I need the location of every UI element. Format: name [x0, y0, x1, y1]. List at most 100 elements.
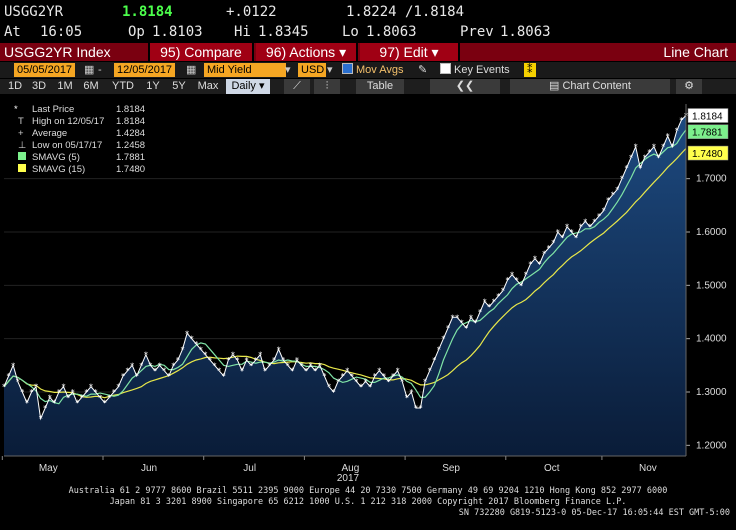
x-axis: May Jun Jul Aug Sep Oct Nov: [1, 455, 686, 474]
price-point: *: [276, 345, 281, 354]
function-toolbar: USGG2YR Index 95) Compare 96) Actions ▾ …: [0, 43, 736, 61]
chevron-down-icon: ▾: [431, 44, 439, 60]
period-1m[interactable]: 1M: [57, 80, 73, 92]
price-point: *: [15, 377, 20, 386]
ticker: USGG2YR: [4, 4, 64, 20]
start-date-input[interactable]: 05/05/2017: [14, 63, 76, 77]
price-point: *: [84, 388, 89, 397]
y-tick-label: 1.2000: [696, 440, 727, 451]
price-point: *: [244, 356, 249, 365]
price-point: *: [404, 393, 409, 402]
prev-label: Prev: [460, 24, 494, 40]
legend-low-value: 1.2458: [116, 140, 145, 151]
price-point: *: [258, 351, 263, 360]
price-point: *: [340, 372, 345, 381]
prev-value: 1.8063: [500, 24, 551, 40]
frequency-select[interactable]: Daily ▾: [226, 79, 270, 94]
y-axis: 1.2000 1.3000 1.4000 1.5000 1.6000 1.7000: [685, 104, 727, 456]
price-point: *: [249, 361, 254, 370]
svg-text:T: T: [18, 116, 24, 127]
price-point: *: [143, 351, 148, 360]
sma15-tag: [687, 145, 729, 161]
bar-style-icon[interactable]: ⫶: [314, 79, 340, 94]
price-point: *: [89, 383, 94, 392]
price-point: *: [555, 228, 560, 237]
key-events-toggle[interactable]: Key Events: [440, 63, 510, 77]
checkbox-icon[interactable]: [342, 63, 353, 74]
price-point: *: [61, 383, 66, 392]
pencil-icon[interactable]: ✎: [418, 64, 428, 76]
price-point: *: [130, 361, 135, 370]
price-point: *: [542, 249, 547, 258]
currency-select[interactable]: USD: [298, 63, 326, 77]
price-point: *: [66, 393, 71, 402]
checkbox-icon[interactable]: [440, 63, 451, 74]
price-point: *: [473, 319, 478, 328]
price-point: *: [441, 335, 446, 344]
price-point: *: [381, 372, 386, 381]
price-point: *: [317, 361, 322, 370]
chart-type-label[interactable]: Line Chart: [466, 43, 736, 61]
price-change: +.0122: [226, 4, 277, 20]
period-1d[interactable]: 1D: [7, 80, 23, 92]
chevron-down-icon: ▾: [339, 44, 347, 60]
chevron-down-icon[interactable]: ▾: [327, 64, 333, 76]
price-point: *: [638, 164, 643, 173]
calendar-icon[interactable]: ▦: [84, 64, 95, 76]
price-point: *: [482, 297, 487, 306]
line-style-icon[interactable]: ⟋: [284, 79, 310, 94]
price-point: *: [208, 356, 213, 365]
price-point: *: [661, 143, 666, 152]
price-point: *: [52, 399, 57, 408]
chart-content-button[interactable]: ▤ Chart Content: [510, 79, 670, 94]
price-point: *: [468, 313, 473, 322]
period-ytd[interactable]: YTD: [112, 80, 134, 92]
chevron-down-icon[interactable]: ▾: [285, 64, 291, 76]
period-1y[interactable]: 1Y: [146, 80, 160, 92]
mov-avgs-toggle[interactable]: Mov Avgs: [342, 63, 404, 77]
period-5y[interactable]: 5Y: [172, 80, 186, 92]
time-label: At: [4, 24, 21, 40]
x-tick-label: Jul: [243, 463, 256, 474]
gear-icon[interactable]: ⚙: [676, 79, 702, 94]
period-6m[interactable]: 6M: [83, 80, 99, 92]
legend-low: Low on 05/17/17: [32, 140, 102, 151]
period-max[interactable]: Max: [197, 80, 219, 92]
price-point: *: [464, 324, 469, 333]
price-point: *: [166, 372, 171, 381]
end-date-input[interactable]: 12/05/2017: [114, 63, 176, 77]
security-title[interactable]: USGG2YR Index: [0, 43, 150, 61]
price-point: *: [57, 388, 62, 397]
price-point: *: [514, 276, 519, 285]
price-point: *: [423, 377, 428, 386]
price-point: *: [185, 329, 190, 338]
price-point: *: [670, 143, 675, 152]
edit-button[interactable]: 97) Edit ▾: [360, 43, 460, 61]
price-markers: ****************************************…: [2, 112, 689, 424]
price-point: *: [363, 377, 368, 386]
price-point: *: [20, 388, 25, 397]
field-select[interactable]: Mid Yield: [204, 63, 286, 77]
price-point: *: [642, 153, 647, 162]
period-3d[interactable]: 3D: [31, 80, 47, 92]
x-tick-label: Aug: [342, 463, 360, 474]
price-point: *: [153, 367, 158, 376]
open-value: 1.8103: [152, 24, 203, 40]
price-point: *: [134, 372, 139, 381]
price-point: *: [510, 271, 515, 280]
compare-button[interactable]: 95) Compare: [150, 43, 254, 61]
actions-button[interactable]: 96) Actions ▾: [256, 43, 358, 61]
price-point: *: [267, 361, 272, 370]
price-point: *: [189, 335, 194, 344]
table-button[interactable]: Table: [356, 79, 404, 94]
price-point: *: [139, 361, 144, 370]
collapse-icon[interactable]: ❮❮: [430, 79, 500, 94]
price-point: *: [551, 239, 556, 248]
price-point: *: [592, 217, 597, 226]
sma5-tag: [687, 124, 729, 139]
price-point: *: [546, 244, 551, 253]
key-events-flag-icon[interactable]: ⁑: [524, 63, 536, 77]
calendar-icon[interactable]: ▦: [186, 64, 197, 76]
price-point: *: [652, 143, 657, 152]
price-point: *: [578, 223, 583, 232]
